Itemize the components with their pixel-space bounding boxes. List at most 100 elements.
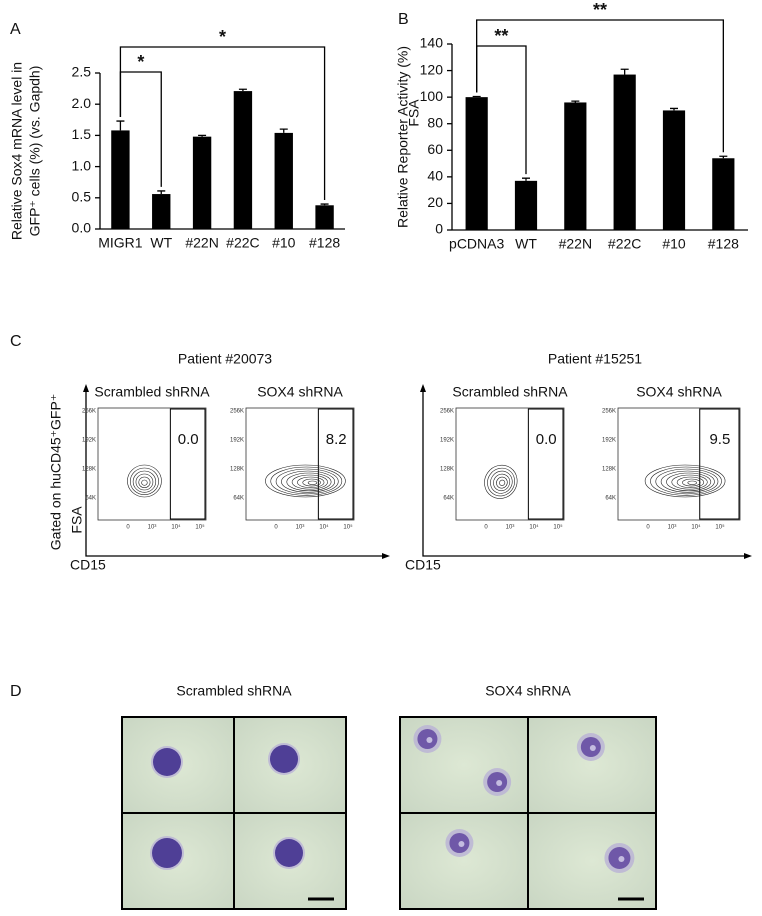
significance-label: ** <box>593 0 607 20</box>
contour <box>496 476 508 489</box>
error-bar <box>670 107 678 111</box>
y-tick-label: 128K <box>440 467 454 473</box>
x-tick-label: pCDNA3 <box>449 236 504 252</box>
bar <box>111 130 130 229</box>
contour <box>127 464 162 498</box>
micrograph <box>233 716 347 814</box>
x-tick-label: 0 <box>274 525 278 531</box>
x-tick-label: MIGR1 <box>98 235 143 251</box>
patient-title: Patient #20073 <box>178 351 272 367</box>
error-bar <box>320 203 329 206</box>
contour <box>141 479 148 486</box>
error-bar <box>238 88 247 92</box>
bar <box>274 132 293 229</box>
x-tick-label: 10⁴ <box>319 524 329 531</box>
contour <box>132 470 157 493</box>
y-tick-label: 256K <box>440 409 454 415</box>
error-bar <box>279 128 288 133</box>
panel-label: C <box>10 333 22 350</box>
axis-arrows <box>85 388 386 557</box>
contour <box>644 464 726 498</box>
significance-bracket <box>476 19 724 153</box>
y-tick-label: 80 <box>427 114 443 130</box>
y-tick-label: 256K <box>602 409 616 415</box>
x-tick-label: 0 <box>646 525 650 531</box>
error-bar <box>571 100 580 103</box>
contour <box>281 470 336 493</box>
y-tick-label: 40 <box>427 168 443 184</box>
error-bar <box>116 120 125 131</box>
gate <box>317 408 354 520</box>
significance-label: ** <box>494 26 508 46</box>
y-axis-label: Relative Reporter Activity (%) <box>395 46 411 228</box>
gate <box>169 408 206 520</box>
micrograph <box>527 716 657 814</box>
y-tick-label: 128K <box>602 467 616 473</box>
bar <box>514 180 538 230</box>
x-tick-label: 0 <box>126 525 130 531</box>
plot-title: SOX4 shRNA <box>636 384 722 400</box>
contour <box>286 472 332 492</box>
significance-label: * <box>219 27 226 47</box>
x-axis-label: CD15 <box>70 557 106 573</box>
micrograph <box>527 812 657 910</box>
contour <box>484 464 518 499</box>
y-tick-label: 0 <box>435 221 443 237</box>
gate-percent: 8.2 <box>326 431 347 448</box>
y-tick-label: 64K <box>605 496 616 502</box>
gate <box>699 408 740 520</box>
nucleus <box>152 838 182 868</box>
plot-title: SOX4 shRNA <box>257 384 343 400</box>
nucleus-gap <box>589 745 596 751</box>
patient-title: Patient #15251 <box>548 351 642 367</box>
y-tick-label: 128K <box>82 467 96 473</box>
contour <box>676 476 705 488</box>
x-tick-label: #128 <box>309 235 340 251</box>
significance-bracket <box>119 46 326 201</box>
y-tick-label: 256K <box>230 409 244 415</box>
error-bar <box>472 95 481 98</box>
x-tick-label: WT <box>150 235 172 251</box>
gate-percent: 0.0 <box>178 431 199 448</box>
contour <box>490 470 513 494</box>
error-bar <box>719 155 728 159</box>
x-tick-label: #22C <box>608 236 641 252</box>
y-tick-label: 256K <box>82 409 96 415</box>
contour <box>270 466 343 496</box>
nucleus-gap <box>496 780 503 786</box>
y-tick-label: 2.0 <box>72 95 92 111</box>
x-tick-label: 10³ <box>506 525 515 531</box>
contour <box>138 476 151 488</box>
contour <box>499 479 506 486</box>
error-bar <box>620 68 629 75</box>
nucleus-gap <box>426 737 433 743</box>
x-tick-label: #128 <box>708 236 739 252</box>
plot-title: Scrambled shRNA <box>452 384 568 400</box>
nucleus-gap <box>458 841 465 847</box>
plot-title: Scrambled shRNA <box>94 384 210 400</box>
contour <box>291 474 328 490</box>
contour <box>650 466 722 496</box>
x-tick-label: 10⁵ <box>195 524 205 531</box>
plot-frame <box>245 407 355 521</box>
group-title: SOX4 shRNA <box>485 683 571 699</box>
bar <box>712 158 735 230</box>
y-axis-label: FSA <box>69 506 85 534</box>
panel-label: B <box>398 11 409 28</box>
x-tick-label: 10⁵ <box>715 524 725 531</box>
nucleus <box>275 839 303 867</box>
y-tick-label: 120 <box>420 61 444 77</box>
x-tick-label: #22C <box>226 235 259 251</box>
bar <box>152 194 171 229</box>
x-tick-label: #22N <box>185 235 218 251</box>
contour <box>302 478 321 487</box>
arrowheads <box>420 384 752 559</box>
x-tick-label: 10⁴ <box>171 524 181 531</box>
y-tick-label: 128K <box>230 467 244 473</box>
bar <box>564 102 587 230</box>
bar <box>315 205 334 229</box>
y-tick-label: 140 <box>420 35 444 51</box>
significance-label: * <box>137 52 144 72</box>
nucleus <box>153 748 181 776</box>
